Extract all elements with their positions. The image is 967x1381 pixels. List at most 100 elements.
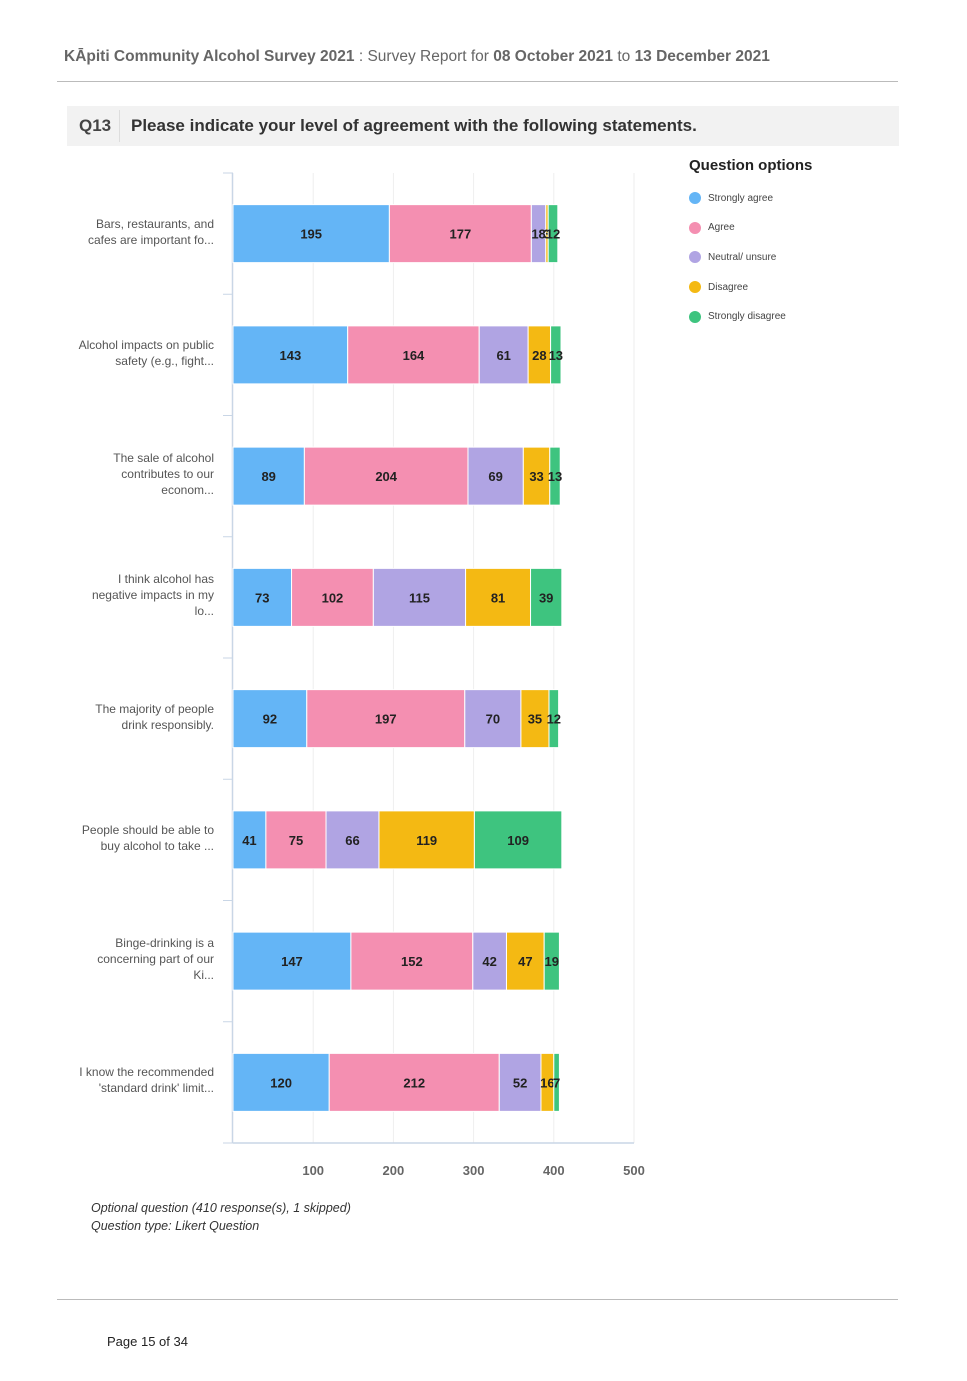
bar-segment [325, 810, 380, 870]
data-label: 35 [528, 712, 542, 727]
bar-segment [232, 204, 390, 264]
bar-segment [553, 1052, 560, 1112]
bar-segment [232, 689, 308, 749]
page-number: Page 15 of 34 [107, 1334, 188, 1349]
legend-label: Neutral/ unsure [708, 251, 777, 263]
x-tick-label: 500 [623, 1163, 645, 1178]
data-label: 73 [255, 590, 269, 605]
bar-segment [347, 325, 480, 385]
category-label: Alcohol impacts on public safety (e.g., … [78, 337, 214, 368]
bar-segment [232, 931, 352, 991]
date-from: 08 October 2021 [493, 48, 614, 65]
data-label: 13 [548, 469, 562, 484]
data-label: 197 [375, 712, 397, 727]
bar-segment [464, 689, 522, 749]
bar-segment [548, 689, 560, 749]
bar-segment [232, 446, 305, 506]
bar-segment [472, 931, 507, 991]
data-label: 18 [531, 227, 545, 242]
report-header: KĀpiti Community Alcohol Survey 2021 : S… [64, 48, 770, 66]
data-label: 28 [532, 348, 546, 363]
bar-segment [505, 931, 545, 991]
category-label: I think alcohol has negative impacts in … [91, 572, 214, 619]
data-label: 204 [375, 469, 397, 484]
data-label: 147 [281, 954, 303, 969]
question-type: Question type: Likert Question [91, 1219, 260, 1233]
bar-segment [232, 567, 293, 627]
category-label: The sale of alcohol contributes to our e… [113, 451, 214, 498]
footer-divider [57, 1299, 898, 1300]
bar-segment [549, 446, 561, 506]
data-label: 212 [403, 1075, 425, 1090]
question-separator [119, 110, 120, 142]
data-label: 120 [270, 1075, 292, 1090]
data-label: 39 [539, 590, 553, 605]
legend-item: Agree [689, 221, 735, 235]
date-to: 13 December 2021 [634, 48, 770, 65]
bar-segment [543, 931, 560, 991]
bar-segment [550, 325, 562, 385]
data-label: 164 [403, 348, 425, 363]
data-label: 7 [553, 1075, 560, 1090]
data-label: 47 [518, 954, 532, 969]
question-text: Please indicate your level of agreement … [131, 116, 697, 135]
data-label: 69 [488, 469, 502, 484]
bar-segment [478, 325, 529, 385]
data-label: 41 [242, 833, 256, 848]
legend-swatch [689, 192, 701, 204]
legend-label: Strongly agree [708, 192, 774, 204]
legend-swatch [689, 221, 701, 234]
data-label: 119 [416, 833, 437, 848]
bar-segment [547, 204, 559, 264]
category-label: People should be able to buy alcohol to … [81, 822, 214, 853]
x-tick-label: 200 [383, 1163, 405, 1178]
data-label: 102 [322, 590, 344, 605]
category-label: I know the recommended 'standard drink' … [79, 1065, 214, 1096]
legend-item: Strongly agree [689, 191, 773, 205]
data-label: 33 [529, 469, 543, 484]
data-label: 42 [482, 954, 496, 969]
bar-segment [465, 567, 532, 627]
data-label: 13 [549, 348, 563, 363]
bar-segment [232, 325, 349, 385]
bar-segment [350, 931, 474, 991]
data-label: 92 [263, 712, 277, 727]
legend-swatch [689, 281, 701, 294]
bar-segment [530, 567, 563, 627]
legend-title: Question options [689, 157, 813, 174]
data-label: 16 [540, 1075, 554, 1090]
data-label: 52 [513, 1075, 527, 1090]
category-label: Binge-drinking is a concerning part of o… [97, 936, 214, 983]
data-label: 75 [289, 833, 303, 848]
data-label: 115 [409, 590, 430, 605]
bar-segment [473, 810, 563, 870]
data-label: 70 [486, 712, 500, 727]
bar-segment [388, 204, 532, 264]
legend-item: Strongly disagree [689, 310, 786, 324]
data-label: 12 [547, 712, 561, 727]
data-label: 89 [261, 469, 275, 484]
data-label: 3 [543, 227, 550, 242]
bar-segment [303, 446, 469, 506]
response-note: Optional question (410 response(s), 1 sk… [91, 1201, 351, 1215]
legend-label: Strongly disagree [708, 311, 786, 323]
data-label: 109 [507, 833, 529, 848]
bar-segment [520, 689, 550, 749]
header-divider [57, 81, 898, 82]
data-label: 195 [300, 227, 322, 242]
data-label: 177 [450, 227, 472, 242]
bar-segment [265, 810, 327, 870]
bar-segment [291, 567, 374, 627]
data-label: 152 [401, 954, 423, 969]
data-label: 143 [279, 348, 301, 363]
x-tick-label: 100 [302, 1163, 324, 1178]
legend-swatch [689, 310, 701, 323]
x-tick-label: 300 [463, 1163, 485, 1178]
data-label: 61 [496, 348, 510, 363]
data-label: 81 [491, 590, 505, 605]
category-label: Bars, restaurants, and cafes are importa… [87, 216, 214, 247]
bar-segment [328, 1052, 500, 1112]
x-tick-label: 400 [543, 1163, 565, 1178]
category-label: The majority of people drink responsibly… [95, 701, 214, 732]
report-prefix: Survey Report for [367, 48, 494, 65]
